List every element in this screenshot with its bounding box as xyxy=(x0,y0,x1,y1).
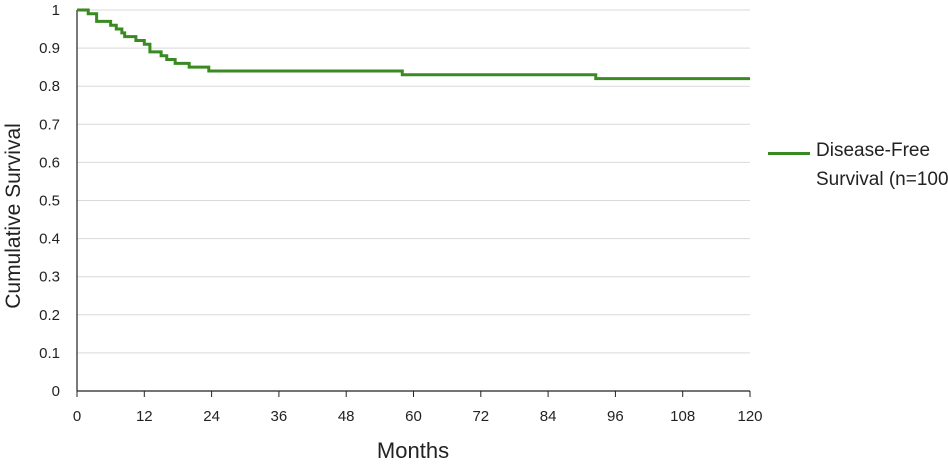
y-tick-label: 0.1 xyxy=(39,345,60,362)
x-tick-label: 48 xyxy=(338,408,355,425)
series-layer xyxy=(77,8,750,81)
axes xyxy=(76,10,751,397)
gridlines xyxy=(77,9,750,354)
x-tick-label: 60 xyxy=(405,408,422,425)
y-tick-label: 0.7 xyxy=(39,116,60,133)
y-tick-label: 0.8 xyxy=(39,78,60,95)
x-tick-label: 96 xyxy=(607,408,624,425)
y-tick-label: 0.5 xyxy=(39,193,60,210)
y-axis-title: Cumulative Survival xyxy=(2,123,25,309)
x-tick-label: 24 xyxy=(203,408,220,425)
legend: Disease-Free Survival (n=100) xyxy=(768,136,948,194)
y-tick-label: 0 xyxy=(52,383,60,400)
x-tick-label: 84 xyxy=(540,408,557,425)
x-tick-label: 0 xyxy=(73,408,81,425)
x-tick-label: 12 xyxy=(136,408,153,425)
tick-labels: 0 0.1 0.2 0.3 0.4 0.5 0.6 0.7 0.8 0.9 1 0 12 24 36 48 60… xyxy=(39,2,762,425)
x-tick-label: 108 xyxy=(670,408,695,425)
x-tick-label: 120 xyxy=(737,408,762,425)
series-line-disease-free-survival xyxy=(77,8,750,81)
y-tick-label: 1 xyxy=(52,2,60,19)
x-tick-label: 36 xyxy=(271,408,288,425)
y-tick-label: 0.9 xyxy=(39,40,60,57)
x-tick-label: 72 xyxy=(472,408,489,425)
legend-swatch xyxy=(768,152,810,155)
y-tick-label: 0.3 xyxy=(39,269,60,286)
x-axis-title: Months xyxy=(377,438,449,460)
y-tick-label: 0.6 xyxy=(39,154,60,171)
y-tick-label: 0.4 xyxy=(39,231,60,248)
legend-label: Disease-Free Survival (n=100) xyxy=(816,140,948,190)
y-tick-label: 0.2 xyxy=(39,307,60,324)
